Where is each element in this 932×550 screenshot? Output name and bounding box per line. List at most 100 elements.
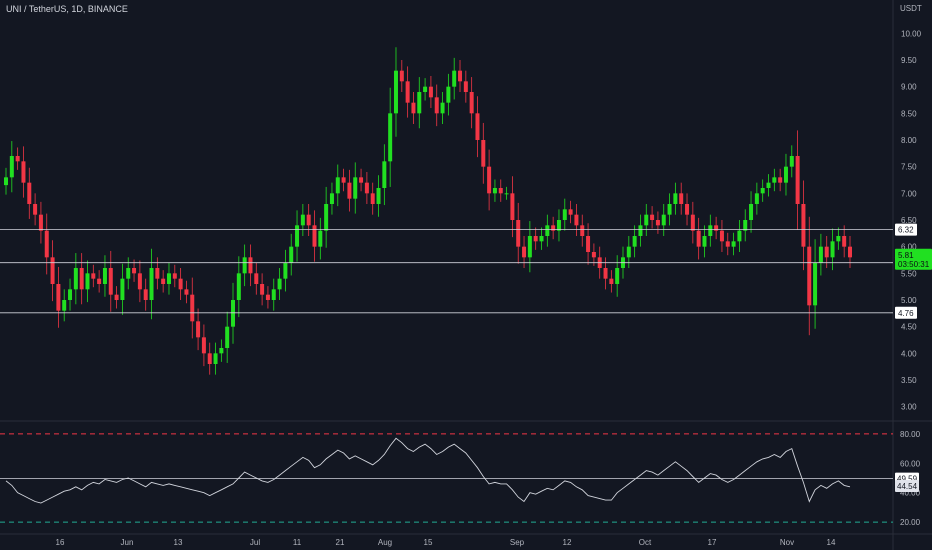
rsi-value-label: 44.54 (895, 480, 919, 493)
candle-body (574, 214, 579, 226)
candle-body (510, 193, 515, 220)
candle-body (347, 182, 352, 199)
candle-body (818, 246, 823, 263)
candle-body (760, 188, 765, 194)
candle-body (813, 262, 818, 306)
candle-body (626, 246, 631, 258)
candle-body (685, 204, 690, 215)
time-tick: Nov (780, 538, 794, 547)
candle-body (650, 214, 655, 220)
time-tick: 21 (336, 538, 345, 547)
rsi-tick: 40.00 (900, 489, 921, 498)
candle-body (56, 284, 61, 311)
candle-body (655, 220, 660, 226)
price-tick: 9.00 (901, 83, 917, 92)
candle-body (9, 156, 14, 178)
candle-body (242, 257, 247, 274)
candle-body (359, 177, 364, 183)
price-tick: 6.50 (901, 216, 917, 225)
rsi-tick: 20.00 (900, 518, 921, 527)
candle-body (469, 92, 474, 114)
candle-body (807, 246, 812, 306)
price-tick: 5.00 (901, 296, 917, 305)
candle-body (638, 225, 643, 236)
time-tick: 13 (174, 538, 183, 547)
current-price-badge (895, 248, 932, 270)
candle-body (15, 156, 20, 162)
rsi-value-label-text: 44.54 (897, 482, 918, 491)
candle-body (166, 273, 171, 284)
candle-body (172, 273, 177, 279)
price-tick: 5.50 (901, 269, 917, 278)
candle-body (289, 246, 294, 263)
candle-body (446, 86, 451, 103)
time-tick: 12 (563, 538, 572, 547)
rsi-value-label-text: 49.59 (897, 475, 918, 484)
candle-body (795, 156, 800, 204)
candle-body (615, 268, 620, 284)
candle-body (679, 193, 684, 204)
candle-body (644, 214, 649, 226)
candle-body (306, 214, 311, 226)
time-tick: Oct (639, 538, 652, 547)
candle-body (38, 214, 43, 231)
candle-body (4, 177, 8, 186)
candle-body (91, 273, 96, 279)
rsi-value-label-bg (895, 480, 919, 493)
level-label-text: 6.32 (898, 226, 914, 235)
rsi-tick: 60.00 (900, 459, 921, 468)
candle-body (539, 236, 544, 242)
candle-body (848, 246, 852, 258)
candle-body (487, 166, 492, 194)
candle-body (690, 214, 695, 231)
candle-body (673, 193, 678, 204)
candle-body (516, 220, 521, 247)
candle-body (393, 70, 398, 114)
level-label-bg (895, 223, 917, 236)
price-tick: 8.00 (901, 136, 917, 145)
candle-body (329, 193, 334, 204)
candle-body (73, 268, 78, 290)
rsi-line (5, 437, 851, 504)
candle-body (213, 353, 218, 364)
candle-body (411, 102, 416, 114)
candle-body (184, 289, 189, 295)
candle-body (201, 337, 206, 354)
candle-body (312, 225, 317, 247)
candle-body (155, 268, 160, 279)
candle-body (126, 268, 131, 279)
candle-body (609, 278, 614, 284)
candle-body (830, 241, 835, 258)
candle-body (475, 113, 480, 140)
candle-body (754, 193, 759, 204)
candle-body (586, 236, 591, 252)
candle-body (277, 278, 282, 290)
level-label: 4.76 (895, 306, 917, 319)
candle-body (527, 236, 532, 258)
candle-body (667, 204, 672, 215)
candle-body (231, 300, 236, 327)
candle-body (382, 161, 387, 188)
candle-body (79, 268, 84, 290)
candle-body (661, 214, 666, 226)
candle-body (300, 214, 305, 226)
candle-body (428, 86, 433, 98)
time-tick: 14 (827, 538, 836, 547)
candle-body (766, 182, 771, 188)
candle-body (702, 236, 707, 247)
candle-body (580, 225, 585, 236)
candle-body (50, 257, 55, 284)
candle-body (132, 268, 137, 274)
candle-body (551, 225, 556, 231)
candle-body (743, 220, 748, 231)
candle-body (341, 177, 346, 183)
price-tick: 8.50 (901, 109, 917, 118)
candle-body (27, 182, 32, 204)
candle-body (405, 81, 410, 103)
candle-body (463, 81, 468, 92)
candle-body (225, 326, 230, 348)
candle-body (62, 300, 67, 311)
candle-body (149, 268, 154, 300)
candle-body (102, 268, 107, 284)
